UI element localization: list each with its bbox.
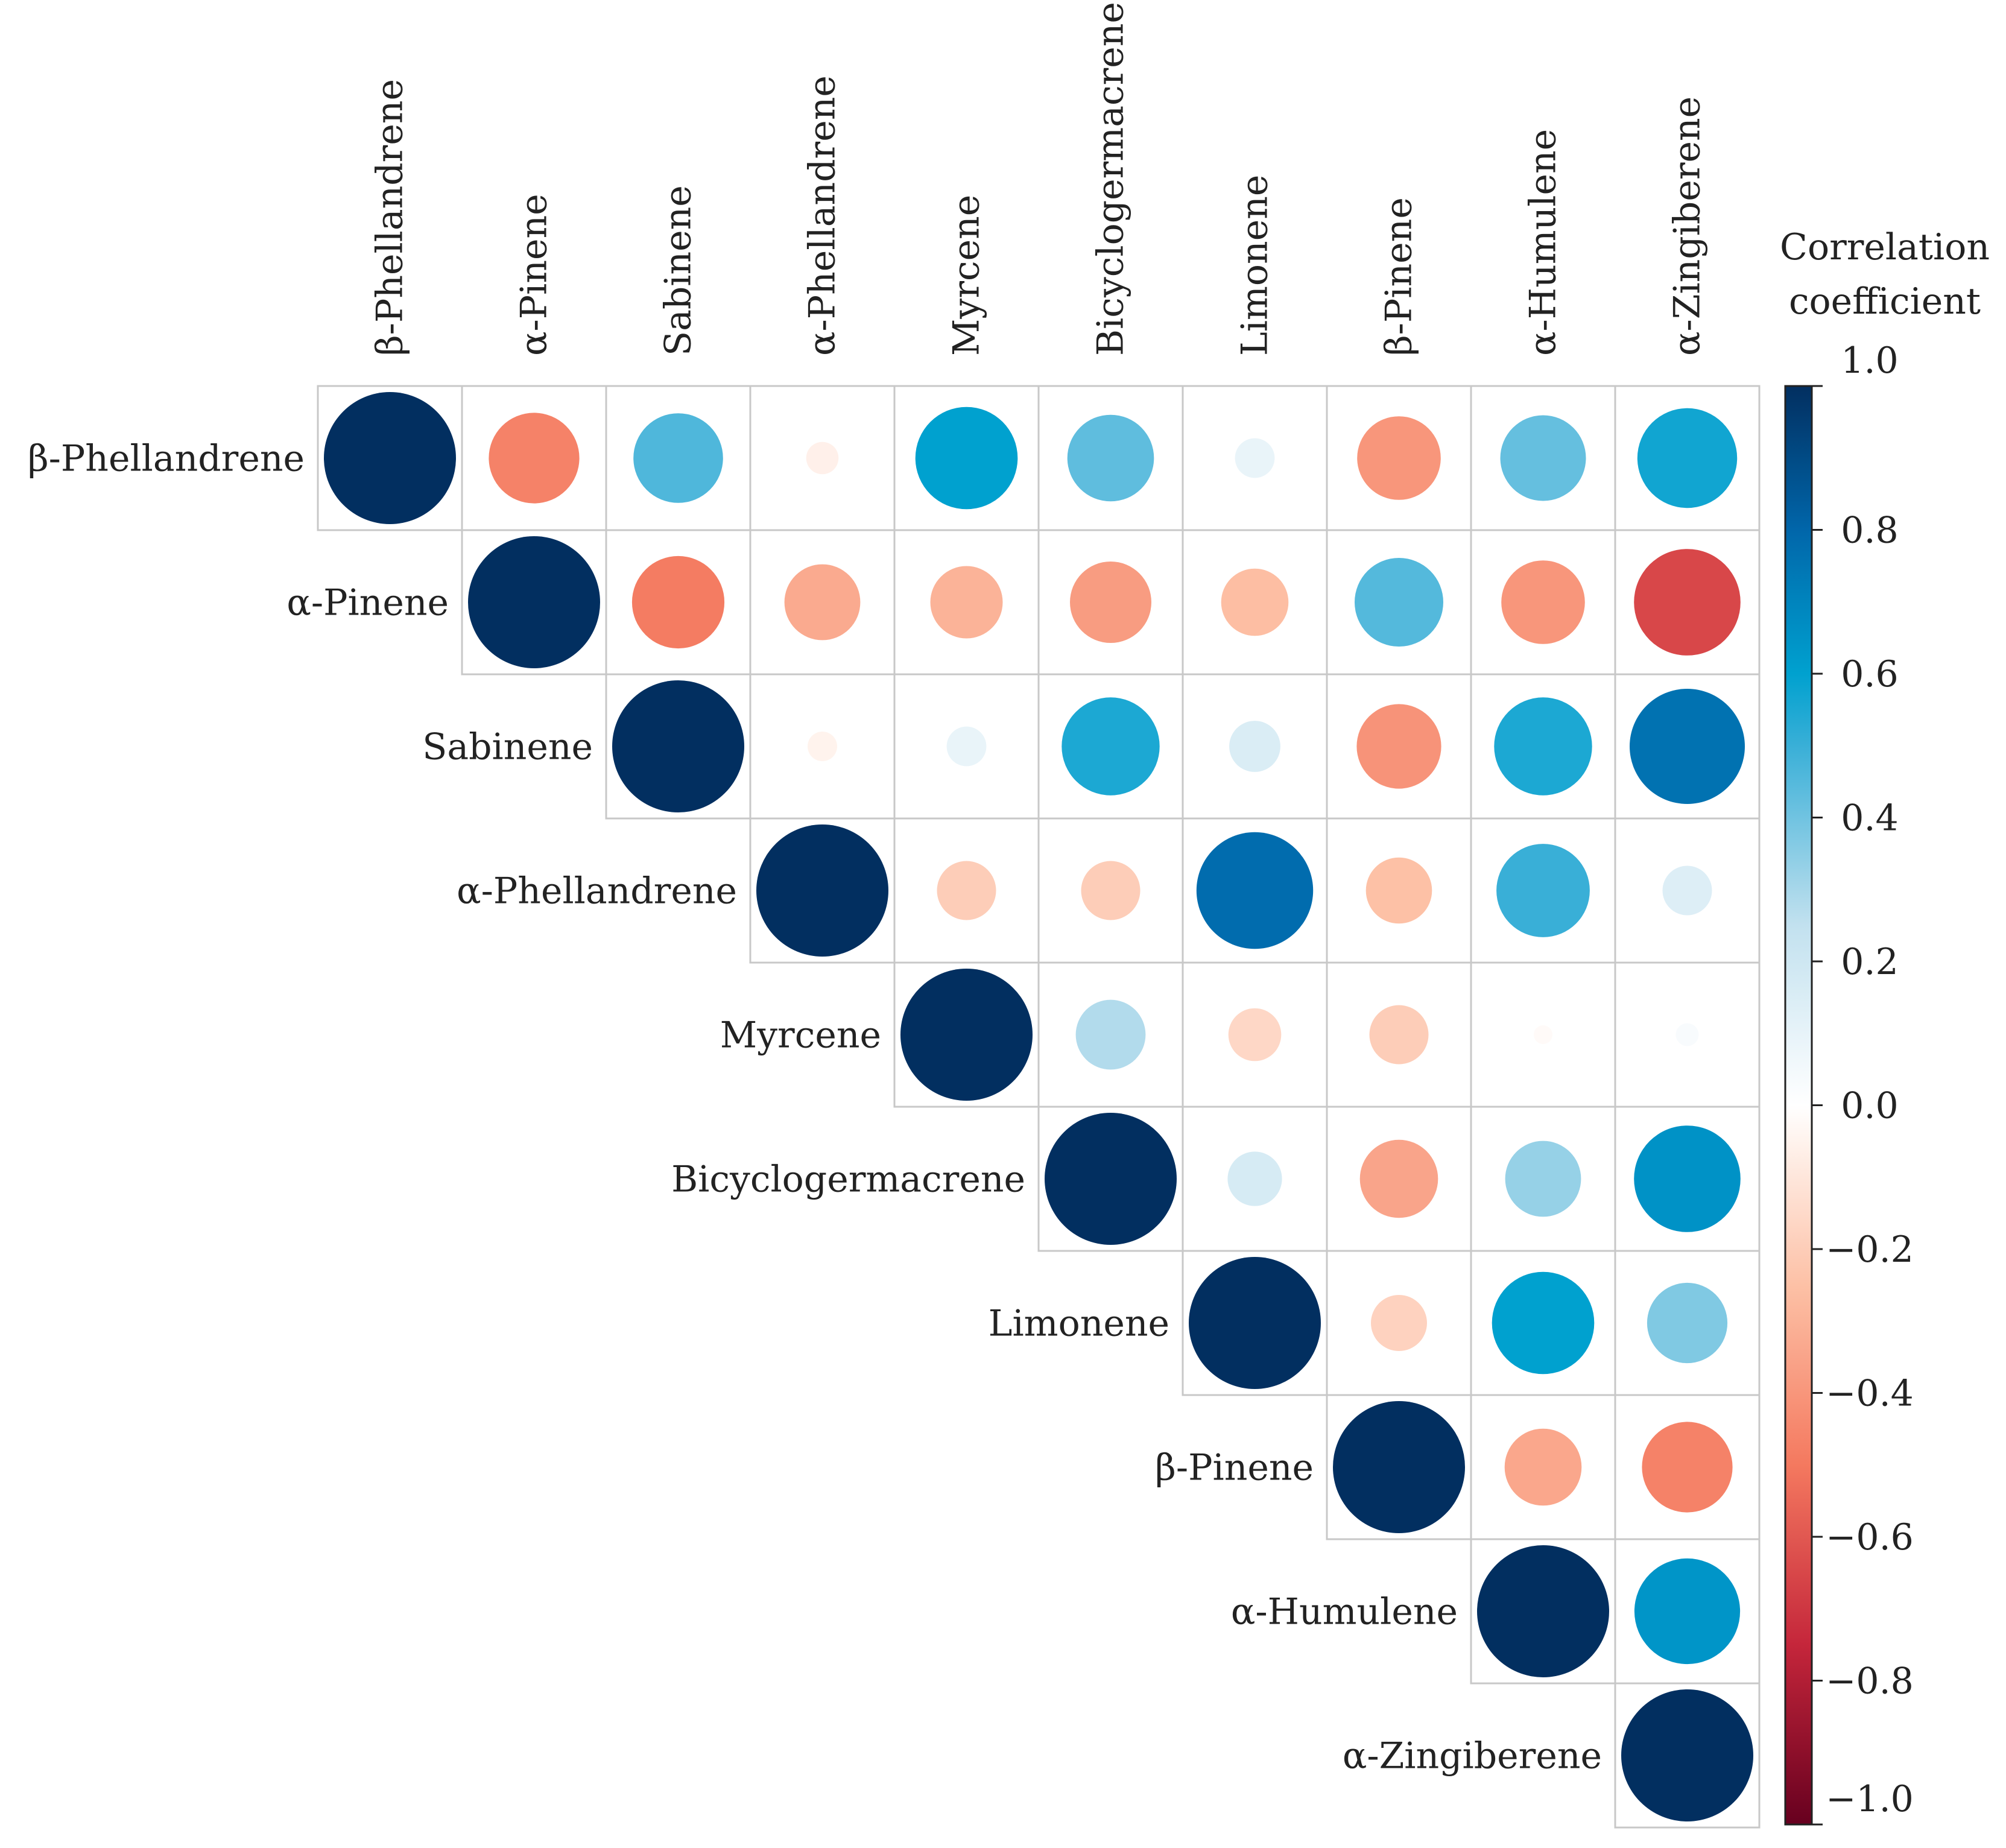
corr-circle-6-8: [1492, 1271, 1595, 1375]
column-label: Sabinene: [657, 185, 700, 356]
corr-circle-1-3: [784, 564, 861, 641]
colorbar-title-line1: Correlation: [1780, 226, 1990, 268]
row-label: α-Phellandrene: [457, 870, 737, 913]
corr-circle-0-3: [806, 441, 839, 475]
corr-circle-6-9: [1647, 1282, 1728, 1364]
column-label: α-Humulene: [1522, 129, 1565, 356]
corr-circle-4-8: [1534, 1025, 1552, 1044]
corr-circle-1-8: [1501, 560, 1585, 644]
corr-circle-3-6: [1196, 832, 1314, 949]
row-label: Myrcene: [720, 1014, 881, 1057]
column-label: α-Pinene: [513, 194, 555, 356]
column-label: Limonene: [1234, 175, 1276, 356]
corr-circle-0-5: [1067, 414, 1154, 502]
colorbar-tick-label: 0.4: [1841, 797, 1898, 840]
circle-layer: [324, 392, 1753, 1821]
corr-circle-1-4: [930, 566, 1003, 639]
corr-circle-1-9: [1634, 549, 1741, 656]
corr-circle-2-4: [946, 726, 987, 767]
corr-circle-8-8: [1477, 1545, 1609, 1677]
colorbar-gradient-bar: [1784, 385, 1813, 1826]
colorbar-tick-label: −0.4: [1826, 1373, 1914, 1415]
corr-circle-1-5: [1070, 562, 1151, 643]
corr-circle-0-6: [1235, 438, 1275, 478]
corr-circle-3-8: [1496, 844, 1590, 937]
corr-circle-0-7: [1357, 416, 1441, 500]
corr-circle-5-9: [1634, 1125, 1741, 1232]
corr-circle-9-9: [1621, 1689, 1753, 1821]
column-label: β-Pinene: [1378, 197, 1420, 356]
corr-circle-7-8: [1504, 1428, 1582, 1506]
row-label: β-Pinene: [1155, 1447, 1314, 1489]
colorbar-tick-label: −0.8: [1826, 1660, 1914, 1703]
row-labels: β-Phellandrene α-Pinene Sabinene α-Phelland…: [28, 438, 1602, 1777]
corr-circle-7-7: [1333, 1401, 1465, 1533]
corr-circle-0-4: [915, 407, 1018, 510]
row-label: α-Pinene: [286, 582, 449, 624]
corr-circle-1-7: [1355, 558, 1443, 647]
corr-circle-4-4: [900, 969, 1033, 1101]
corr-circle-5-5: [1045, 1113, 1177, 1245]
corr-circle-4-7: [1369, 1005, 1429, 1065]
corr-circle-6-6: [1189, 1257, 1321, 1389]
corr-circle-2-8: [1494, 697, 1592, 796]
corr-circle-3-5: [1081, 861, 1141, 920]
corr-circle-3-3: [756, 824, 888, 957]
corr-circle-5-6: [1227, 1151, 1282, 1206]
column-label: Myrcene: [946, 195, 988, 356]
column-label: β-Phellandrene: [369, 79, 411, 356]
colorbar-tick-label: −0.2: [1826, 1229, 1914, 1271]
corr-circle-2-9: [1630, 689, 1745, 804]
corr-circle-5-8: [1505, 1141, 1581, 1217]
corr-circle-4-9: [1675, 1023, 1699, 1046]
corr-circle-0-0: [324, 392, 456, 524]
corr-circle-0-2: [633, 413, 723, 503]
corr-circle-1-2: [631, 555, 725, 649]
grid-layer: [317, 385, 1761, 1829]
column-label: Bicyclogermacrene: [1090, 2, 1132, 356]
row-label: Bicyclogermacrene: [671, 1159, 1025, 1201]
corr-circle-3-7: [1365, 857, 1432, 924]
corr-circle-2-6: [1229, 721, 1280, 772]
colorbar-tick-label: −0.6: [1826, 1516, 1914, 1558]
colorbar-tick-label: 0.2: [1841, 941, 1898, 983]
colorbar-title-line2: coefficient: [1789, 280, 1981, 323]
row-label: Sabinene: [422, 726, 593, 768]
grid-cell-9-9: [1614, 1682, 1761, 1829]
corr-circle-4-5: [1075, 999, 1146, 1070]
corr-circle-6-7: [1371, 1295, 1427, 1351]
corr-circle-1-1: [468, 536, 600, 668]
corr-circle-8-9: [1634, 1558, 1741, 1665]
row-label: α-Humulene: [1231, 1591, 1458, 1633]
column-labels: β-Phellandrene α-Pinene Sabinene α-Phelland…: [369, 2, 1709, 356]
corr-circle-0-9: [1637, 408, 1738, 508]
colorbar-tick-label: −1.0: [1826, 1778, 1914, 1820]
corr-circle-3-9: [1662, 865, 1712, 916]
row-label: β-Phellandrene: [28, 438, 305, 480]
colorbar-tick-label: 1.0: [1841, 340, 1898, 382]
colorbar-ticks: 1.0 0.8 0.6 0.4 0.2 0.0 −0.2 −0.4 −0.6 −0.8 −1.0: [1812, 340, 1914, 1826]
column-label: α-Zingiberene: [1666, 97, 1709, 356]
corr-circle-2-2: [612, 680, 744, 812]
corr-circle-4-6: [1228, 1008, 1282, 1062]
row-label: Limonene: [989, 1303, 1169, 1345]
corr-circle-5-7: [1359, 1139, 1438, 1218]
corr-circle-3-4: [937, 861, 996, 920]
row-label: α-Zingiberene: [1343, 1735, 1602, 1777]
colorbar: Correlation coefficient 1.0 0.8 0.6 0.4 0.2 0…: [1780, 226, 1990, 1826]
corr-circle-2-5: [1062, 697, 1160, 796]
corr-circle-2-7: [1356, 704, 1441, 789]
colorbar-tick-label: 0.6: [1841, 653, 1898, 695]
corr-circle-2-3: [808, 732, 837, 761]
column-label: α-Phellandrene: [802, 75, 844, 356]
corr-circle-0-1: [489, 413, 580, 504]
corr-circle-7-9: [1642, 1422, 1733, 1513]
corr-circle-1-6: [1221, 568, 1289, 636]
colorbar-tick-label: 0.8: [1841, 510, 1898, 552]
colorbar-tick-label: 0.0: [1841, 1085, 1898, 1127]
corr-circle-0-8: [1500, 415, 1586, 501]
